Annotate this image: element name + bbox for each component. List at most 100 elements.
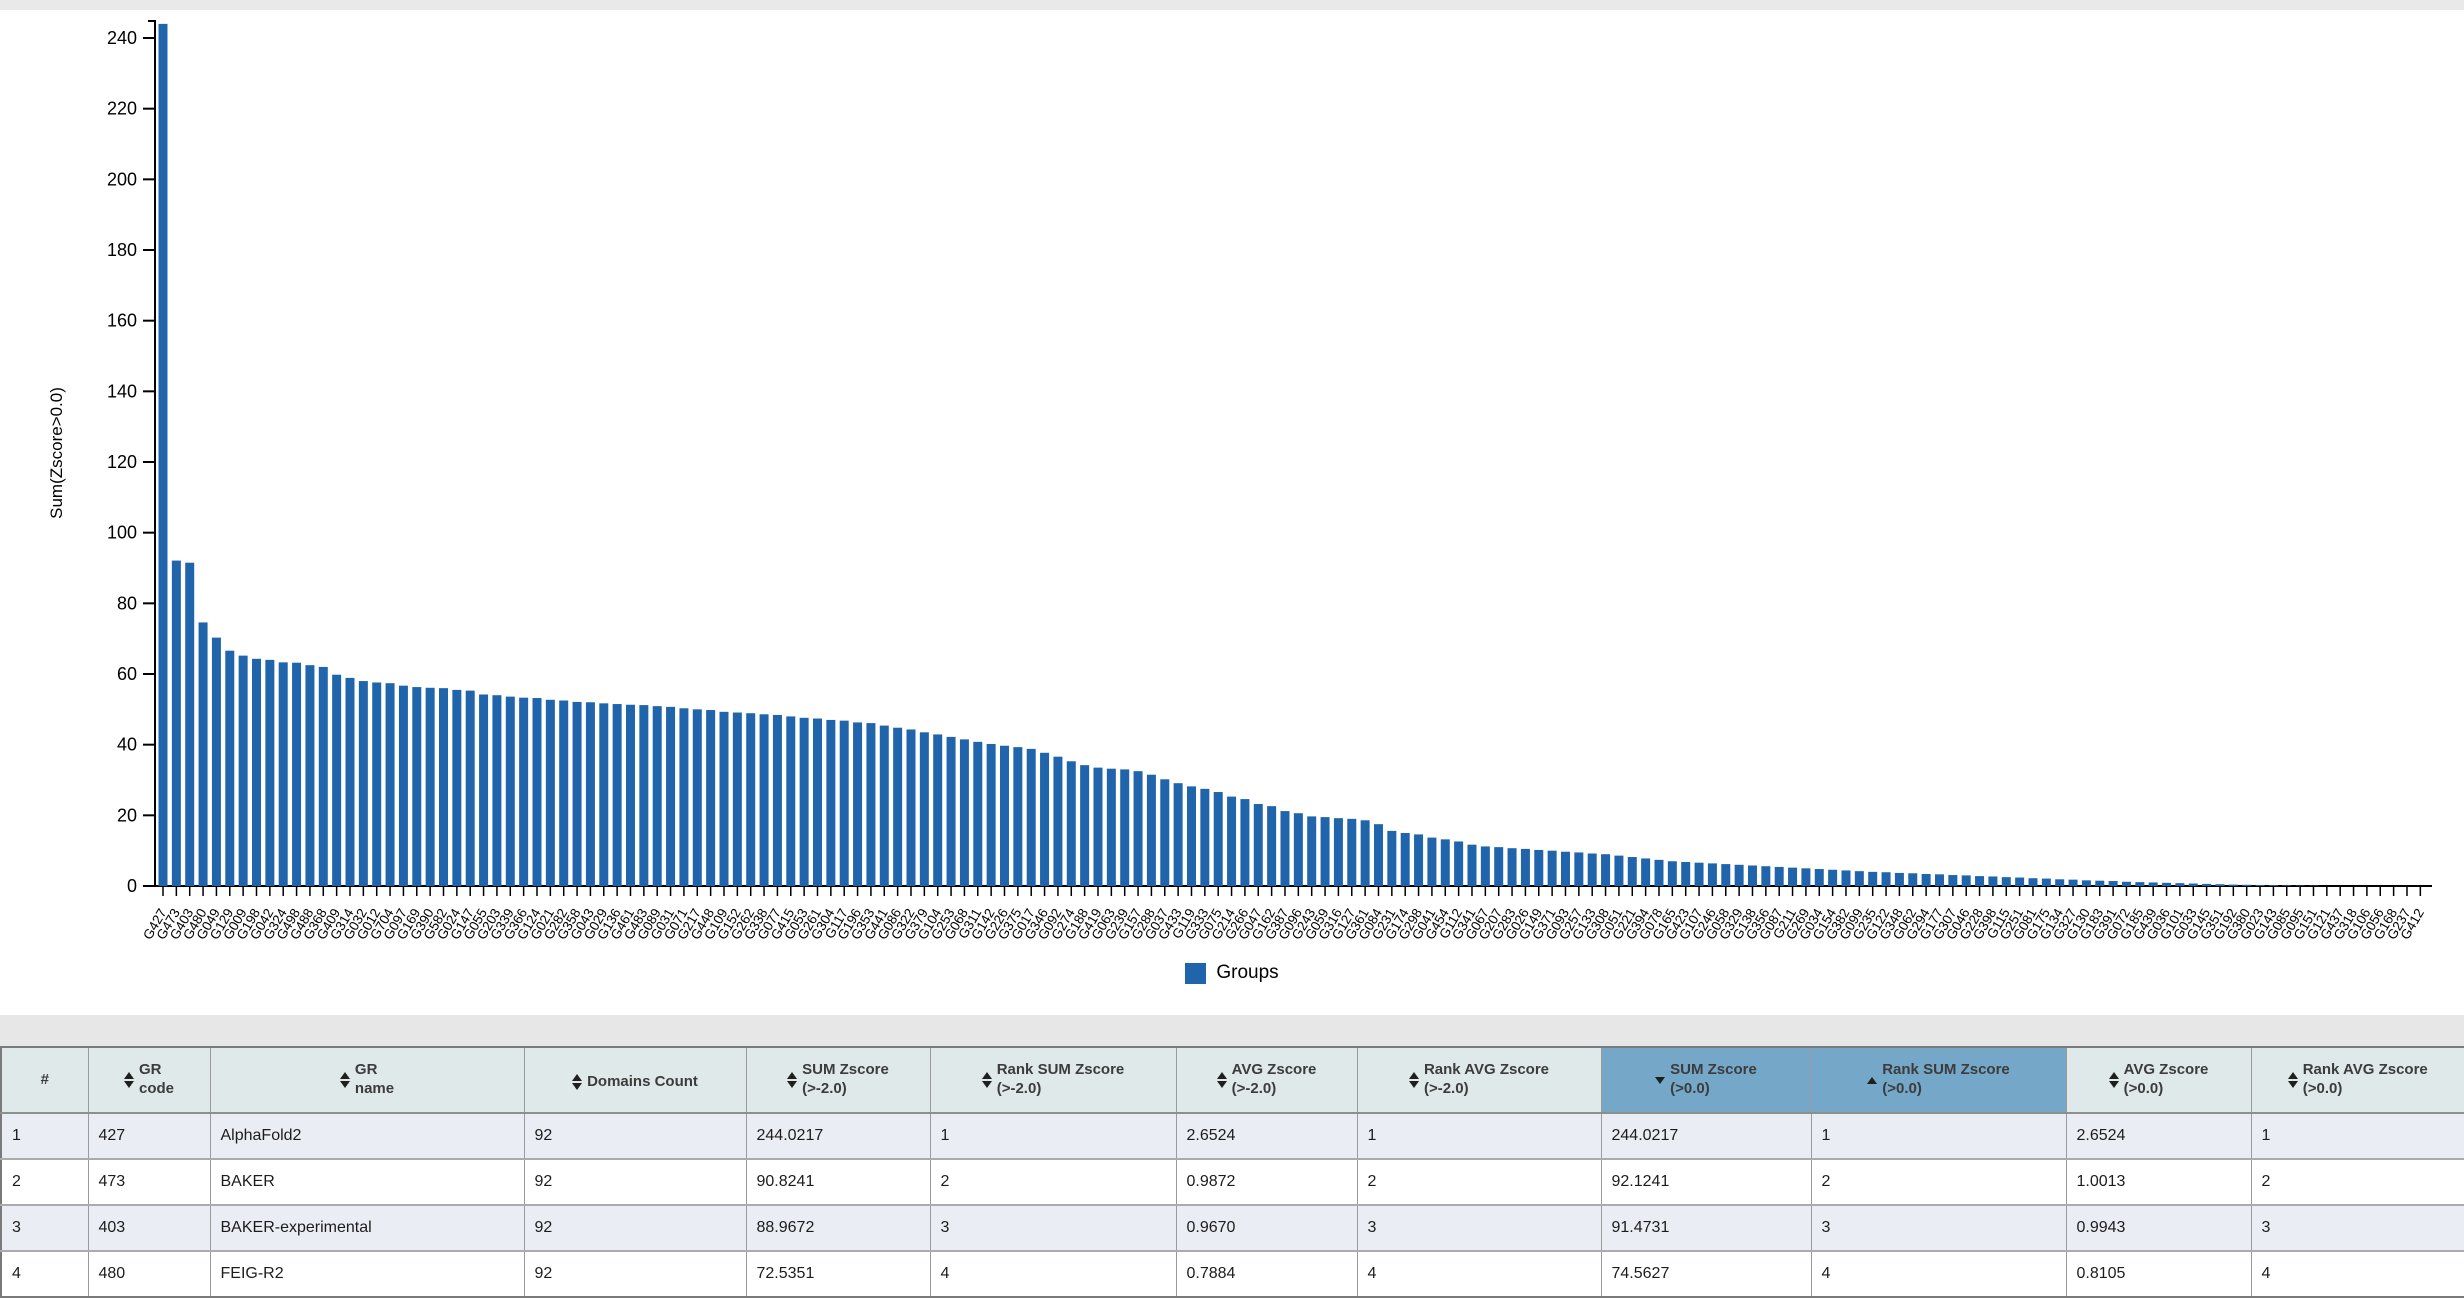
bar bbox=[573, 702, 582, 886]
bar bbox=[1040, 753, 1049, 886]
bar bbox=[947, 737, 956, 886]
bar bbox=[853, 722, 862, 886]
sort-control[interactable] bbox=[340, 1072, 350, 1088]
y-tick-label: 0 bbox=[127, 876, 137, 896]
sort-descending-icon[interactable] bbox=[982, 1081, 992, 1088]
chart-legend: Groups bbox=[0, 962, 2464, 984]
sort-ascending-icon[interactable] bbox=[572, 1074, 582, 1081]
bar bbox=[546, 700, 555, 886]
bar bbox=[2242, 885, 2251, 886]
column-header-rankavgzscore--20[interactable]: Rank AVG Zscore(>-2.0) bbox=[1357, 1047, 1601, 1113]
sort-ascending-icon[interactable] bbox=[340, 1072, 350, 1079]
bar bbox=[1107, 769, 1116, 886]
bar bbox=[199, 622, 208, 886]
table-cell: 480 bbox=[88, 1251, 210, 1297]
sort-descending-icon[interactable] bbox=[1217, 1081, 1227, 1088]
bar bbox=[1761, 866, 1770, 886]
sort-descending-icon[interactable] bbox=[2109, 1081, 2119, 1088]
bar bbox=[1214, 792, 1223, 886]
column-header-label: Rank SUM Zscore(>0.0) bbox=[1882, 1061, 2010, 1099]
sort-descending-icon[interactable] bbox=[787, 1081, 797, 1088]
table-cell: AlphaFold2 bbox=[210, 1113, 524, 1159]
bar bbox=[960, 739, 969, 886]
bar bbox=[1387, 831, 1396, 886]
bar bbox=[1815, 869, 1824, 886]
sort-control[interactable] bbox=[1409, 1072, 1419, 1088]
sort-control[interactable] bbox=[2288, 1072, 2298, 1088]
sort-ascending-icon[interactable] bbox=[787, 1072, 797, 1079]
bar bbox=[1681, 862, 1690, 886]
sort-ascending-icon[interactable] bbox=[2288, 1072, 2298, 1079]
bar bbox=[426, 688, 435, 886]
column-header-avgzscore--20[interactable]: AVG Zscore(>-2.0) bbox=[1176, 1047, 1357, 1113]
bar bbox=[1401, 833, 1410, 886]
column-header-: # bbox=[1, 1047, 88, 1113]
bar bbox=[586, 702, 595, 886]
sort-descending-icon[interactable] bbox=[1409, 1081, 1419, 1088]
sort-control[interactable] bbox=[1867, 1077, 1877, 1084]
table-cell: 0.8105 bbox=[2066, 1251, 2251, 1297]
sort-control[interactable] bbox=[982, 1072, 992, 1088]
bar bbox=[1948, 875, 1957, 886]
sort-control[interactable] bbox=[787, 1072, 797, 1088]
sort-descending-icon[interactable] bbox=[1655, 1077, 1665, 1084]
bar bbox=[1748, 866, 1757, 886]
sort-control[interactable] bbox=[1217, 1072, 1227, 1088]
bar bbox=[1174, 783, 1183, 886]
column-header-avgzscore-00[interactable]: AVG Zscore(>0.0) bbox=[2066, 1047, 2251, 1113]
bar bbox=[2202, 884, 2211, 886]
column-header-ranksumzscore-00[interactable]: Rank SUM Zscore(>0.0) bbox=[1811, 1047, 2066, 1113]
table-cell: 92 bbox=[524, 1205, 746, 1251]
table-cell: 4 bbox=[1811, 1251, 2066, 1297]
bar bbox=[2189, 884, 2198, 886]
sort-ascending-icon[interactable] bbox=[1217, 1072, 1227, 1079]
table-cell: 3 bbox=[2251, 1205, 2464, 1251]
bar bbox=[1628, 857, 1637, 886]
table-cell: 0.7884 bbox=[1176, 1251, 1357, 1297]
sort-ascending-icon[interactable] bbox=[1409, 1072, 1419, 1079]
bar bbox=[2229, 885, 2238, 886]
y-tick-label: 180 bbox=[107, 240, 137, 260]
sort-descending-icon[interactable] bbox=[124, 1081, 134, 1088]
bar bbox=[412, 687, 421, 886]
sort-ascending-icon[interactable] bbox=[2109, 1072, 2119, 1079]
table-cell: 0.9943 bbox=[2066, 1205, 2251, 1251]
bar bbox=[332, 675, 341, 886]
column-header-rankavgzscore-00[interactable]: Rank AVG Zscore(>0.0) bbox=[2251, 1047, 2464, 1113]
bar bbox=[2122, 882, 2131, 886]
sort-control[interactable] bbox=[1655, 1077, 1665, 1084]
sort-descending-icon[interactable] bbox=[340, 1081, 350, 1088]
bar bbox=[225, 651, 234, 886]
column-header-label: AVG Zscore(>0.0) bbox=[2124, 1061, 2209, 1099]
sort-control[interactable] bbox=[124, 1072, 134, 1088]
sort-descending-icon[interactable] bbox=[2288, 1081, 2298, 1088]
column-header-sumzscore--20[interactable]: SUM Zscore(>-2.0) bbox=[746, 1047, 930, 1113]
column-header-ranksumzscore--20[interactable]: Rank SUM Zscore(>-2.0) bbox=[930, 1047, 1176, 1113]
column-header-domainscount[interactable]: Domains Count bbox=[524, 1047, 746, 1113]
sort-control[interactable] bbox=[572, 1074, 582, 1090]
bar bbox=[1013, 747, 1022, 886]
bar bbox=[1975, 876, 1984, 886]
bar bbox=[2042, 879, 2051, 886]
sort-ascending-icon[interactable] bbox=[1867, 1077, 1877, 1084]
bar bbox=[813, 719, 822, 886]
bar bbox=[532, 698, 541, 886]
sort-control[interactable] bbox=[2109, 1072, 2119, 1088]
bar bbox=[2055, 879, 2064, 886]
sort-descending-icon[interactable] bbox=[572, 1083, 582, 1090]
bar bbox=[466, 691, 475, 886]
column-header-label: AVG Zscore(>-2.0) bbox=[1232, 1061, 1317, 1099]
column-header-label: # bbox=[41, 1071, 49, 1090]
table-cell: 4 bbox=[1357, 1251, 1601, 1297]
bar bbox=[252, 659, 261, 886]
sort-ascending-icon[interactable] bbox=[124, 1072, 134, 1079]
bar bbox=[1988, 876, 1997, 886]
sort-ascending-icon[interactable] bbox=[982, 1072, 992, 1079]
column-header-sumzscore-00[interactable]: SUM Zscore(>0.0) bbox=[1601, 1047, 1811, 1113]
